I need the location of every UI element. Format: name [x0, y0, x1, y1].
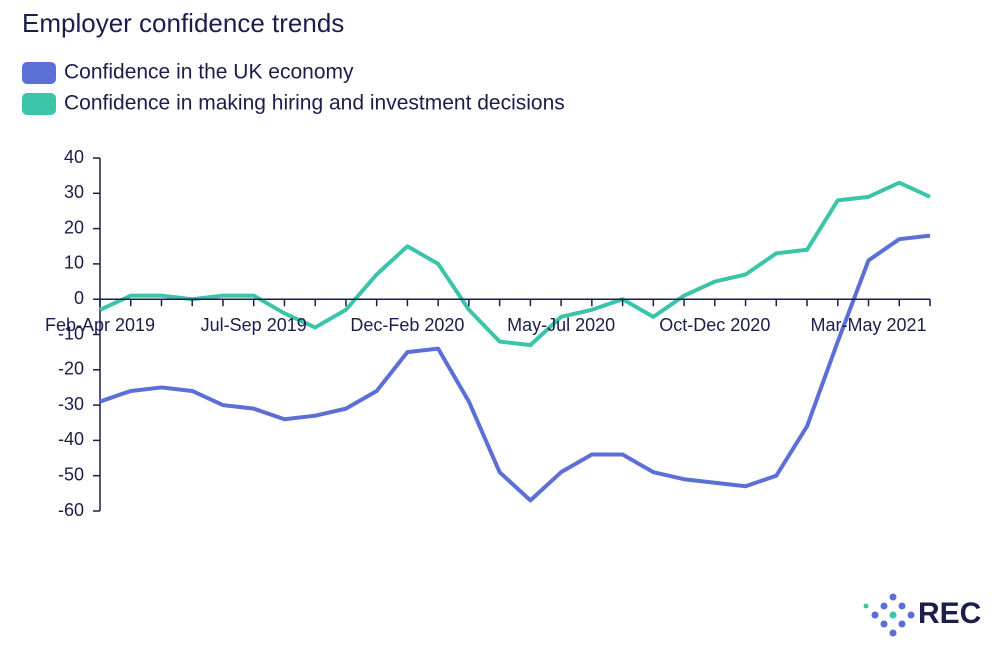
x-tick-label: Jul-Sep 2019: [201, 315, 307, 335]
x-tick-label: Dec-Feb 2020: [350, 315, 464, 335]
x-tick-label: Mar-May 2021: [810, 315, 926, 335]
y-tick-label: -20: [58, 359, 84, 379]
y-tick-label: -30: [58, 394, 84, 414]
y-tick-label: -50: [58, 464, 84, 484]
y-tick-label: -40: [58, 429, 84, 449]
x-tick-label: May-Jul 2020: [507, 315, 615, 335]
y-tick-label: 40: [64, 147, 84, 167]
y-tick-label: -10: [58, 323, 84, 343]
logo: REC: [863, 593, 981, 637]
legend-swatch: [22, 62, 56, 84]
y-tick-label: -60: [58, 500, 84, 520]
y-tick-label: 20: [64, 217, 84, 237]
chart-title: Employer confidence trends: [22, 8, 344, 38]
line-series: [99, 233, 931, 503]
x-tick-label: Oct-Dec 2020: [659, 315, 770, 335]
legend-swatch: [22, 93, 56, 115]
y-tick-label: 30: [64, 182, 84, 202]
legend-label: Confidence in the UK economy: [64, 61, 354, 84]
logo-text: REC: [918, 597, 981, 630]
line-series: [99, 180, 931, 348]
legend-label: Confidence in making hiring and investme…: [64, 92, 565, 115]
y-tick-label: 10: [64, 253, 84, 273]
x-tick-label: Feb-Apr 2019: [45, 315, 155, 335]
y-tick-label: 0: [74, 288, 84, 308]
